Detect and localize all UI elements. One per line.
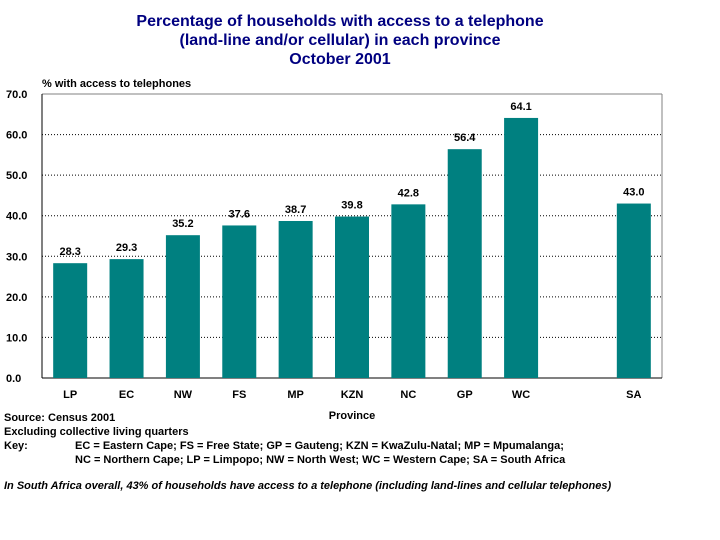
y-tick-label: 60.0 [6, 130, 27, 142]
chart-title-line-3: October 2001 [289, 51, 391, 68]
y-tick-label: 40.0 [6, 211, 27, 223]
chart-title-line-2: (land-line and/or cellular) in each prov… [179, 32, 501, 49]
key-line-2: NC = Northern Cape; LP = Limpopo; NW = N… [75, 454, 566, 466]
value-label: 35.2 [172, 218, 193, 230]
y-tick-label: 0.0 [6, 373, 21, 385]
value-label: 38.7 [285, 204, 306, 216]
value-label: 43.0 [623, 187, 644, 199]
y-tick-label: 50.0 [6, 170, 27, 182]
source-note: Source: Census 2001 [4, 412, 116, 424]
y-tick-label: 20.0 [6, 292, 27, 304]
bar-ec [109, 259, 144, 378]
value-label: 64.1 [510, 101, 531, 113]
value-label: 42.8 [398, 187, 419, 199]
bar-nw [165, 235, 200, 378]
bar-fs [222, 225, 257, 378]
bar-kzn [335, 216, 369, 378]
x-tick-label: WC [512, 389, 530, 401]
x-tick-label: KZN [341, 389, 364, 401]
bar-sa [616, 203, 651, 378]
value-label: 39.8 [341, 200, 362, 212]
chart-title-line-1: Percentage of households with access to … [136, 13, 544, 30]
x-tick-label: MP [287, 389, 304, 401]
x-axis-label: Province [329, 410, 375, 420]
value-label: 37.6 [229, 208, 250, 220]
bar-chart: % with access to telephones Province 0.0… [6, 78, 663, 420]
summary-note: In South Africa overall, 43% of househol… [4, 480, 612, 492]
x-tick-label: FS [232, 389, 246, 401]
value-label: 56.4 [454, 132, 476, 144]
bar-gp [447, 149, 482, 378]
y-tick-label: 10.0 [6, 332, 27, 344]
x-tick-label: EC [119, 389, 134, 401]
x-tick-label: NW [174, 389, 193, 401]
x-tick-label: GP [457, 389, 473, 401]
value-label: 28.3 [59, 246, 80, 258]
key-line-1: EC = Eastern Cape; FS = Free State; GP =… [75, 440, 564, 452]
x-tick-label: NC [400, 389, 416, 401]
exclusion-note: Excluding collective living quarters [4, 426, 189, 438]
value-label: 29.3 [116, 242, 137, 254]
chart-title: Percentage of households with access to … [0, 12, 680, 69]
bar-nc [391, 204, 426, 378]
bar-wc [504, 117, 539, 379]
y-tick-label: 30.0 [6, 251, 27, 263]
x-tick-label: LP [63, 389, 77, 401]
bar-mp [278, 220, 313, 378]
y-axis-label: % with access to telephones [42, 78, 191, 90]
x-tick-label: SA [626, 389, 641, 401]
key-label: Key: [4, 440, 28, 452]
y-tick-label: 70.0 [6, 89, 27, 101]
bar-lp [53, 263, 88, 378]
